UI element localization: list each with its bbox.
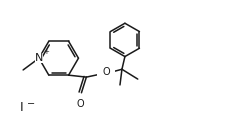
Text: −: − [27,99,35,109]
Text: I: I [19,101,23,114]
Text: O: O [102,67,110,77]
Text: N: N [35,53,43,63]
Text: +: + [43,49,49,55]
Text: O: O [77,99,84,109]
